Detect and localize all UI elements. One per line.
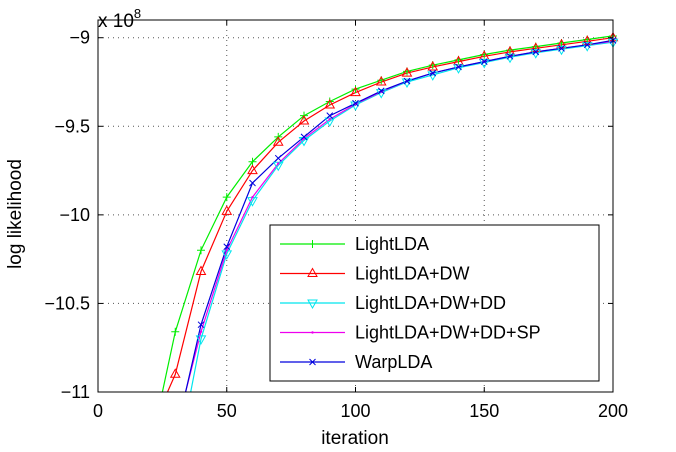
data-point <box>558 44 565 52</box>
legend-marker <box>309 358 316 366</box>
data-point <box>375 75 387 86</box>
data-point <box>377 87 385 95</box>
data-point <box>222 193 231 202</box>
x-tick-label: 0 <box>93 401 103 421</box>
data-point <box>249 179 256 187</box>
tick-layer: 0 50 100 150 200 −9 −9.5 −10 −10.5 −11 <box>44 20 628 421</box>
data-point <box>455 63 462 71</box>
x-axis-label: iteration <box>321 428 389 449</box>
data-point <box>352 99 359 107</box>
data-point <box>429 69 437 77</box>
data-point <box>199 330 203 333</box>
data-point <box>324 117 336 127</box>
data-point <box>300 133 308 141</box>
data-point <box>197 246 205 255</box>
x-tick-label: 100 <box>340 401 370 421</box>
legend-label: WarpLDA <box>355 352 432 372</box>
y-axis-label: log likelihood <box>5 159 26 269</box>
data-point <box>298 114 310 125</box>
data-point <box>274 154 282 162</box>
data-point <box>532 48 540 56</box>
legend-label: LightLDA+DW+DD+SP <box>355 323 541 343</box>
data-point <box>328 118 331 121</box>
data-point <box>480 58 488 65</box>
data-point <box>324 99 336 109</box>
data-point <box>248 157 257 166</box>
y-tick-label: −10.5 <box>44 293 90 313</box>
data-point <box>325 97 334 106</box>
data-point <box>171 327 180 336</box>
y-tick-label: −9 <box>69 28 90 48</box>
legend-label: LightLDA+DW+DD <box>355 293 506 313</box>
x-tick-label: 150 <box>469 401 499 421</box>
data-point <box>351 85 360 94</box>
y-tick-label: −11 <box>61 382 90 402</box>
legend-marker <box>308 240 317 248</box>
data-point <box>221 205 233 215</box>
data-point <box>169 368 181 378</box>
data-point <box>583 41 591 49</box>
x-tick-label: 200 <box>598 401 628 421</box>
data-point <box>272 161 284 172</box>
data-point <box>277 162 280 165</box>
data-point <box>403 77 411 85</box>
legend: LightLDA LightLDA+DW LightLDA+DW+DD LightLD… <box>269 224 600 382</box>
y-multiplier-exponent: 8 <box>134 6 141 21</box>
data-point <box>506 52 514 60</box>
data-point <box>197 321 205 329</box>
data-point <box>272 136 284 146</box>
data-point <box>195 265 207 276</box>
y-multiplier: x 108 <box>98 6 141 32</box>
data-point <box>350 86 361 97</box>
data-point <box>195 335 207 345</box>
legend-marker <box>307 299 318 310</box>
data-point <box>504 45 516 56</box>
data-point <box>326 112 334 120</box>
data-point <box>225 249 228 252</box>
data-point <box>427 60 439 71</box>
x-tick-label: 50 <box>217 401 237 421</box>
y-tick-label: −10 <box>59 205 90 225</box>
legend-label: LightLDA+DW <box>355 264 470 284</box>
data-point <box>247 164 258 175</box>
data-point <box>251 195 254 199</box>
legend-marker <box>307 267 318 277</box>
legend-marker <box>311 331 314 334</box>
marker-layer <box>169 31 619 378</box>
legend-label: LightLDA <box>355 234 429 254</box>
y-tick-label: −9.5 <box>54 116 90 136</box>
data-point <box>223 243 231 251</box>
series-line-2 <box>190 41 613 392</box>
data-point <box>401 67 413 77</box>
